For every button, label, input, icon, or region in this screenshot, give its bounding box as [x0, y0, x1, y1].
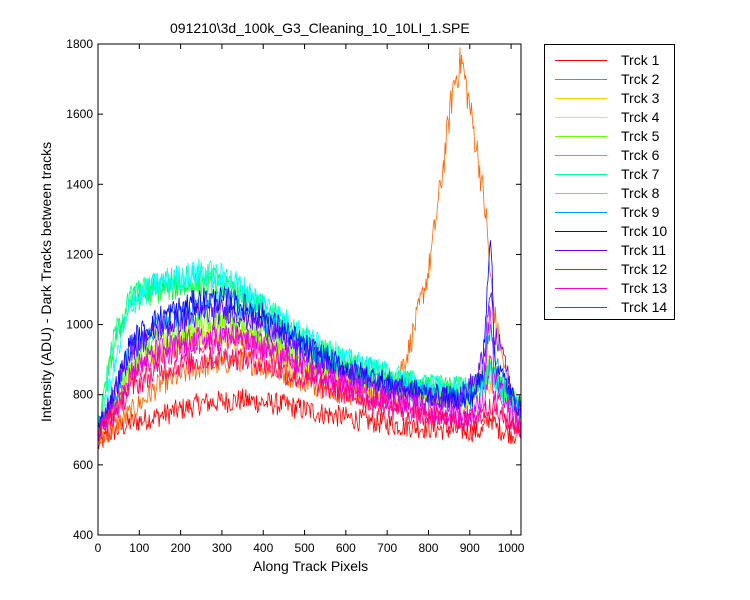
- legend-swatch: [555, 79, 607, 80]
- legend-label: Trck 2: [621, 71, 660, 87]
- legend-entry-11: Trck 11: [545, 241, 676, 260]
- legend-entry-6: Trck 6: [545, 146, 676, 165]
- x-axis-label: Along Track Pixels: [253, 558, 369, 574]
- x-tick-label: 300: [212, 541, 232, 555]
- legend-label: Trck 12: [621, 261, 668, 277]
- y-tick-label: 600: [73, 458, 93, 472]
- legend-swatch: [555, 155, 607, 156]
- legend-label: Trck 11: [621, 242, 667, 258]
- legend: Trck 1 Trck 2 Trck 3 Trck 4 Trck 5 Trck 6 Trck…: [544, 44, 675, 320]
- series-line-1: [98, 388, 521, 450]
- x-tick-label: 200: [171, 541, 191, 555]
- y-tick-label: 800: [73, 388, 93, 402]
- x-tick-label: 0: [95, 541, 102, 555]
- y-tick-label: 1600: [66, 107, 93, 121]
- legend-entry-13: Trck 13: [545, 279, 676, 298]
- legend-swatch: [555, 60, 607, 61]
- legend-entry-4: Trck 4: [545, 108, 676, 127]
- legend-swatch: [555, 288, 607, 289]
- legend-swatch: [555, 193, 607, 194]
- legend-label: Trck 14: [621, 299, 668, 315]
- legend-entry-10: Trck 10: [545, 222, 676, 241]
- legend-label: Trck 6: [621, 147, 660, 163]
- legend-entry-2: Trck 2: [545, 70, 676, 89]
- legend-entry-14: Trck 14: [545, 298, 676, 317]
- x-tick-label: 800: [418, 541, 438, 555]
- legend-swatch: [555, 98, 607, 99]
- series-line-11: [98, 292, 521, 438]
- legend-entry-5: Trck 5: [545, 127, 676, 146]
- legend-label: Trck 8: [621, 185, 660, 201]
- series-line-14: [98, 346, 521, 440]
- x-tick-label: 100: [129, 541, 149, 555]
- legend-entry-1: Trck 1: [545, 51, 676, 70]
- legend-label: Trck 3: [621, 90, 660, 106]
- legend-swatch: [555, 136, 607, 137]
- legend-entry-7: Trck 7: [545, 165, 676, 184]
- axes-box: [97, 43, 522, 536]
- legend-label: Trck 1: [621, 52, 660, 68]
- series-line-10: [98, 240, 521, 430]
- legend-label: Trck 5: [621, 128, 660, 144]
- legend-label: Trck 10: [621, 223, 668, 239]
- legend-entry-3: Trck 3: [545, 89, 676, 108]
- legend-entry-9: Trck 9: [545, 203, 676, 222]
- legend-swatch: [555, 212, 607, 213]
- x-tick-label: 700: [377, 541, 397, 555]
- y-tick-label: 1000: [66, 318, 93, 332]
- x-tick-label: 1000: [498, 541, 525, 555]
- legend-label: Trck 4: [621, 109, 660, 125]
- legend-swatch: [555, 174, 607, 175]
- y-tick-label: 1400: [66, 177, 93, 191]
- x-tick-label: 500: [295, 541, 315, 555]
- series-group: [98, 47, 521, 450]
- legend-swatch: [555, 307, 607, 308]
- legend-entry-12: Trck 12: [545, 260, 676, 279]
- legend-swatch: [555, 250, 607, 251]
- legend-entry-8: Trck 8: [545, 184, 676, 203]
- y-tick-label: 1200: [66, 247, 93, 261]
- y-tick-label: 1800: [66, 37, 93, 51]
- legend-label: Trck 13: [621, 280, 668, 296]
- x-tick-label: 400: [253, 541, 273, 555]
- legend-swatch: [555, 117, 607, 118]
- y-axis-label: Intensity (ADU) - Dark Tracks between tr…: [38, 141, 54, 422]
- y-tick-label: 400: [73, 528, 93, 542]
- legend-label: Trck 7: [621, 166, 660, 182]
- legend-swatch: [555, 269, 607, 270]
- legend-label: Trck 9: [621, 204, 660, 220]
- x-tick-label: 900: [460, 541, 480, 555]
- chart-title: 091210\3d_100k_G3_Cleaning_10_10LI_1.SPE: [170, 20, 470, 36]
- x-tick-label: 600: [336, 541, 356, 555]
- legend-swatch: [555, 231, 607, 232]
